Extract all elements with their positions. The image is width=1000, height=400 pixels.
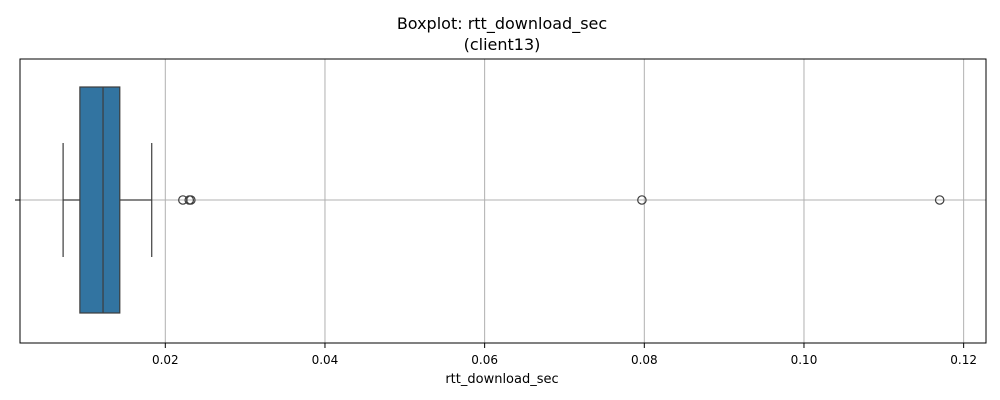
x-tick-label: 0.06 — [471, 353, 498, 367]
x-axis-label: rtt_download_sec — [445, 372, 558, 387]
outlier-point — [637, 195, 647, 205]
outlier-layer — [178, 195, 945, 205]
outlier-point — [934, 195, 945, 205]
chart-title: Boxplot: rtt_download_sec — [397, 14, 607, 34]
x-tick-label: 0.02 — [152, 353, 179, 367]
box-layer — [62, 86, 153, 314]
x-tick-label: 0.10 — [791, 353, 818, 367]
x-tick-label: 0.04 — [312, 353, 339, 367]
grid-layer — [20, 59, 986, 343]
plot-frame — [19, 58, 987, 344]
chart-subtitle: (client13) — [464, 35, 541, 54]
iqr-box — [79, 86, 121, 314]
outlier-point — [186, 195, 196, 205]
x-tick-layer: 0.02 0.04 0.06 0.08 0.10 0.12 — [15, 199, 977, 367]
x-tick-label: 0.12 — [950, 353, 977, 367]
x-tick-label: 0.08 — [631, 353, 658, 367]
